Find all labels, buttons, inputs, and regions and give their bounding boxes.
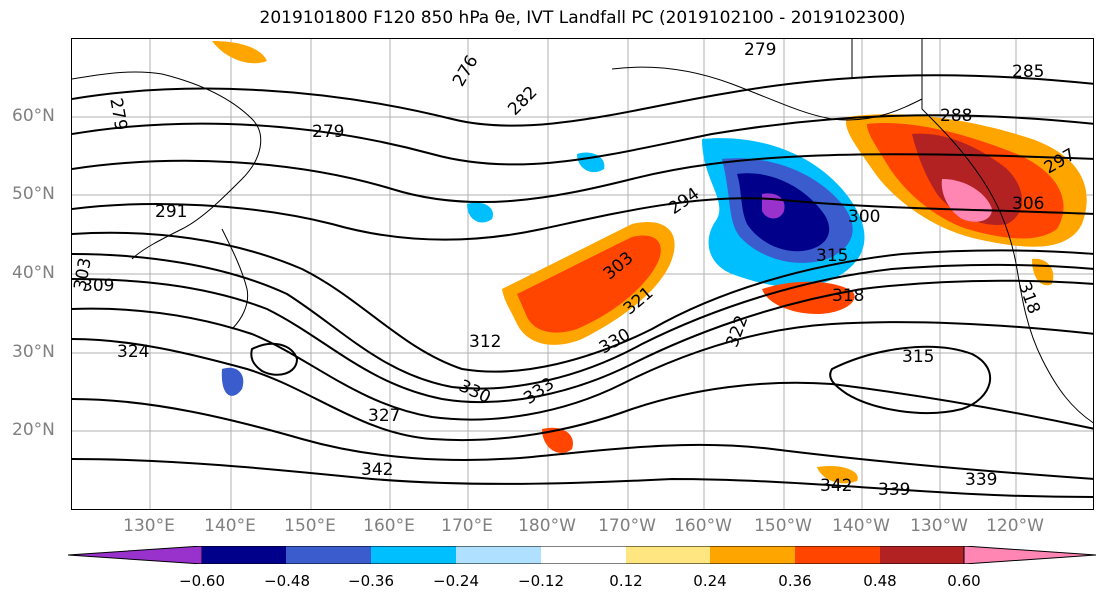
colorbar-segment bbox=[626, 546, 710, 564]
colorbar-segment bbox=[456, 546, 541, 564]
map-panel: 279 276 282 279 291 294 303 321 312 330 … bbox=[71, 38, 1094, 510]
colorbar bbox=[67, 545, 1097, 565]
contour-label: 285 bbox=[1012, 62, 1044, 82]
positive-anomaly-region bbox=[912, 133, 1022, 225]
colorbar-segment bbox=[541, 546, 626, 564]
lon-label: 140°E bbox=[204, 516, 256, 536]
colorbar-segment bbox=[795, 546, 880, 564]
colorbar-tick-label: −0.48 bbox=[264, 572, 310, 590]
positive-anomaly-region bbox=[817, 465, 858, 484]
colorbar-extend-high bbox=[963, 545, 1097, 565]
colorbar-segment bbox=[371, 546, 456, 564]
lon-label: 150°E bbox=[284, 516, 336, 536]
contour-label: 339 bbox=[965, 470, 997, 490]
colorbar-segment bbox=[202, 546, 286, 564]
colorbar-segment bbox=[710, 546, 795, 564]
contour-label: 312 bbox=[469, 332, 501, 352]
contour-label: 303 bbox=[72, 256, 96, 291]
positive-anomaly-region bbox=[517, 235, 661, 333]
colorbar-segment bbox=[880, 546, 964, 564]
pc-shading bbox=[212, 41, 1087, 484]
lon-label: 170°W bbox=[598, 516, 656, 536]
contour-label: 300 bbox=[848, 207, 880, 227]
contour-label: 279 bbox=[744, 40, 776, 60]
lat-label: 50°N bbox=[12, 184, 55, 204]
lon-label: 170°E bbox=[441, 516, 493, 536]
colorbar-tick-label: 0.24 bbox=[693, 572, 727, 590]
theta-e-contours bbox=[72, 74, 1093, 498]
colorbar-tick-label: −0.24 bbox=[433, 572, 479, 590]
colorbar-tick-label: 0.48 bbox=[863, 572, 897, 590]
lon-label: 140°W bbox=[832, 516, 890, 536]
colorbar-svg bbox=[67, 545, 1097, 565]
lat-label: 20°N bbox=[12, 420, 55, 440]
contour-label: 294 bbox=[665, 184, 703, 219]
map-canvas: 279 276 282 279 291 294 303 321 312 330 … bbox=[72, 39, 1093, 509]
lat-label: 60°N bbox=[12, 106, 55, 126]
contour-label: 342 bbox=[820, 476, 852, 496]
negative-anomaly-region bbox=[221, 367, 244, 396]
lon-label: 120°W bbox=[986, 516, 1044, 536]
contour-label: 279 bbox=[105, 97, 130, 132]
contour-label: 318 bbox=[832, 286, 864, 306]
contour-label: 318 bbox=[1014, 279, 1044, 316]
contour-label: 315 bbox=[816, 246, 848, 266]
colorbar-tick-label: −0.60 bbox=[179, 572, 225, 590]
contour-label: 282 bbox=[504, 83, 541, 120]
map-title: 2019101800 F120 850 hPa θe, IVT Landfall… bbox=[259, 8, 906, 28]
colorbar-ticks: −0.60 −0.48 −0.36 −0.24 −0.12 0.12 0.24 … bbox=[0, 572, 1105, 592]
positive-anomaly-region bbox=[212, 41, 267, 64]
contour-label: 306 bbox=[1012, 194, 1044, 214]
colorbar-tick-label: −0.36 bbox=[348, 572, 394, 590]
lon-label: 130°E bbox=[123, 516, 175, 536]
colorbar-extend-low bbox=[67, 545, 203, 565]
coastlines bbox=[72, 39, 1093, 424]
contour-label: 339 bbox=[878, 480, 910, 500]
lat-label: 30°N bbox=[12, 342, 55, 362]
lon-label: 180°W bbox=[518, 516, 576, 536]
lon-label: 160°E bbox=[363, 516, 415, 536]
lon-label: 160°W bbox=[674, 516, 732, 536]
contour-label: 324 bbox=[117, 342, 149, 362]
contour-label: 322 bbox=[722, 313, 752, 350]
contour-label: 309 bbox=[82, 276, 114, 296]
contour-label: 330 bbox=[456, 376, 494, 408]
lon-label: 150°W bbox=[754, 516, 812, 536]
colorbar-tick-label: 0.12 bbox=[609, 572, 643, 590]
lon-label: 130°W bbox=[910, 516, 968, 536]
lat-label: 40°N bbox=[12, 263, 55, 283]
negative-anomaly-region bbox=[467, 202, 493, 223]
contour-label: 315 bbox=[902, 347, 934, 367]
contour-label: 279 bbox=[312, 122, 344, 142]
colorbar-tick-label: −0.12 bbox=[518, 572, 564, 590]
contour-label: 288 bbox=[940, 106, 972, 126]
colorbar-tick-label: 0.36 bbox=[778, 572, 812, 590]
colorbar-tick-label: 0.60 bbox=[947, 572, 981, 590]
contour-label: 291 bbox=[155, 202, 187, 222]
positive-anomaly-region bbox=[542, 427, 573, 453]
contour-label: 327 bbox=[368, 406, 400, 426]
contour-label: 276 bbox=[449, 52, 483, 90]
contour-label: 342 bbox=[361, 460, 393, 480]
colorbar-segment bbox=[286, 546, 371, 564]
